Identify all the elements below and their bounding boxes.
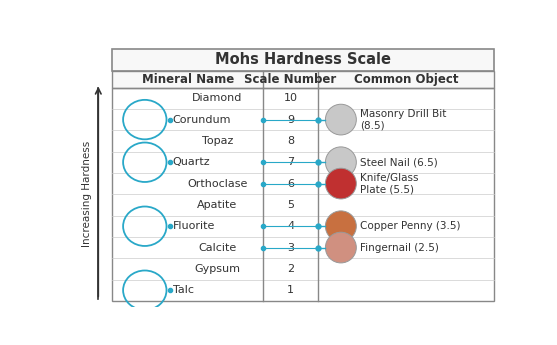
Text: Steel Nail (6.5): Steel Nail (6.5) (360, 157, 438, 167)
Text: Scale Number: Scale Number (245, 73, 336, 86)
Text: 4: 4 (287, 221, 294, 231)
Text: Masonry Drill Bit
(8.5): Masonry Drill Bit (8.5) (360, 109, 447, 130)
Ellipse shape (325, 232, 356, 263)
Polygon shape (113, 49, 494, 71)
Polygon shape (113, 71, 494, 88)
Text: Gypsum: Gypsum (194, 264, 240, 274)
Text: Apatite: Apatite (197, 200, 237, 210)
Text: Fluorite: Fluorite (173, 221, 215, 231)
Text: 10: 10 (284, 93, 297, 103)
Ellipse shape (325, 104, 356, 135)
Text: Copper Penny (3.5): Copper Penny (3.5) (360, 221, 461, 231)
Text: 7: 7 (287, 157, 294, 167)
Text: Corundum: Corundum (173, 115, 231, 125)
Text: Common Object: Common Object (354, 73, 458, 86)
Text: Fingernail (2.5): Fingernail (2.5) (360, 243, 439, 253)
Ellipse shape (325, 211, 356, 241)
Text: 6: 6 (287, 179, 294, 189)
Text: Topaz: Topaz (202, 136, 233, 146)
Text: Diamond: Diamond (192, 93, 242, 103)
Text: 8: 8 (287, 136, 294, 146)
Text: 5: 5 (287, 200, 294, 210)
Ellipse shape (325, 147, 356, 178)
Text: Increasing Hardness: Increasing Hardness (82, 141, 92, 247)
Text: Calcite: Calcite (198, 243, 236, 253)
Text: 3: 3 (287, 243, 294, 253)
Text: Quartz: Quartz (173, 157, 211, 167)
Ellipse shape (325, 168, 356, 199)
Text: Talc: Talc (173, 285, 194, 295)
Text: Mineral Name: Mineral Name (141, 73, 234, 86)
Text: 9: 9 (287, 115, 294, 125)
Text: Mohs Hardness Scale: Mohs Hardness Scale (216, 52, 391, 67)
Text: Orthoclase: Orthoclase (187, 179, 247, 189)
Text: 1: 1 (287, 285, 294, 295)
Text: Knife/Glass
Plate (5.5): Knife/Glass Plate (5.5) (360, 173, 419, 194)
Text: 2: 2 (287, 264, 294, 274)
